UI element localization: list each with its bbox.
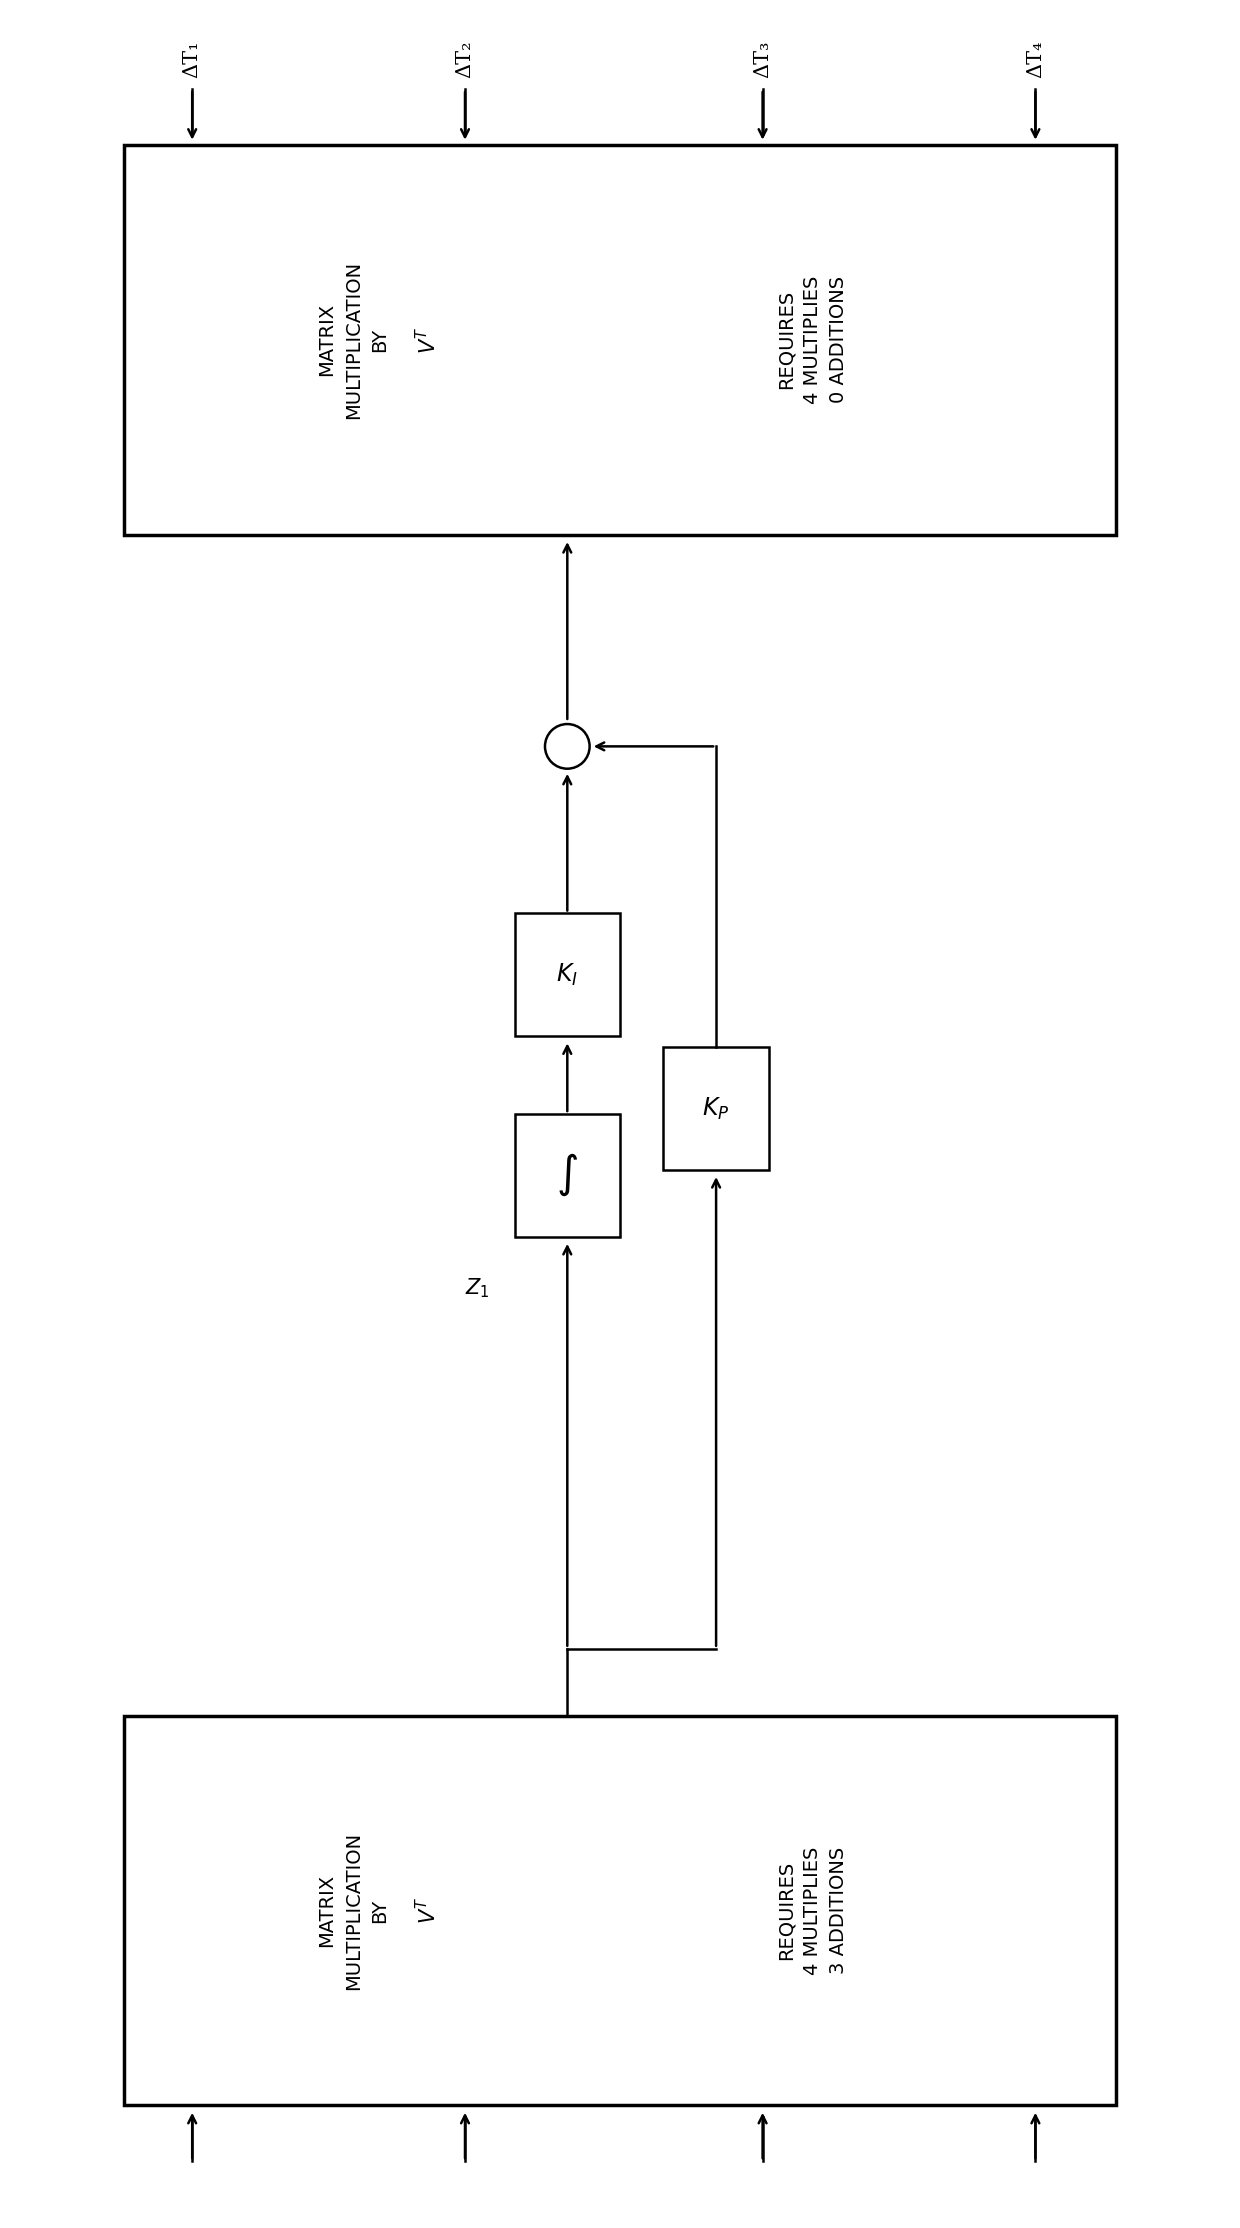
Text: $K_P$: $K_P$ (702, 1096, 730, 1121)
Bar (124, 1716, 1116, 2105)
Text: ΔT₃: ΔT₃ (753, 40, 773, 78)
Text: $\int$: $\int$ (557, 1152, 578, 1199)
Text: $V^T$: $V^T$ (415, 325, 440, 354)
Text: ΔT₂: ΔT₂ (455, 40, 475, 78)
Text: ΔT₄: ΔT₄ (1025, 40, 1045, 78)
Bar (515, 1114, 620, 1237)
Text: $K_I$: $K_I$ (557, 962, 578, 987)
Text: $Z_1$: $Z_1$ (465, 1277, 490, 1299)
Ellipse shape (546, 724, 590, 769)
Bar (124, 145, 1116, 535)
Text: MATRIX
MULTIPLICATION
BY: MATRIX MULTIPLICATION BY (317, 261, 389, 419)
Text: ΔT₁: ΔT₁ (182, 40, 202, 78)
Bar (515, 913, 620, 1036)
Bar (663, 1047, 769, 1170)
Text: REQUIRES
4 MULTIPLIES
3 ADDITIONS: REQUIRES 4 MULTIPLIES 3 ADDITIONS (776, 1847, 848, 1974)
Text: REQUIRES
4 MULTIPLIES
0 ADDITIONS: REQUIRES 4 MULTIPLIES 0 ADDITIONS (776, 276, 848, 403)
Text: $V^T$: $V^T$ (415, 1896, 440, 1925)
Text: MATRIX
MULTIPLICATION
BY: MATRIX MULTIPLICATION BY (317, 1831, 389, 1990)
